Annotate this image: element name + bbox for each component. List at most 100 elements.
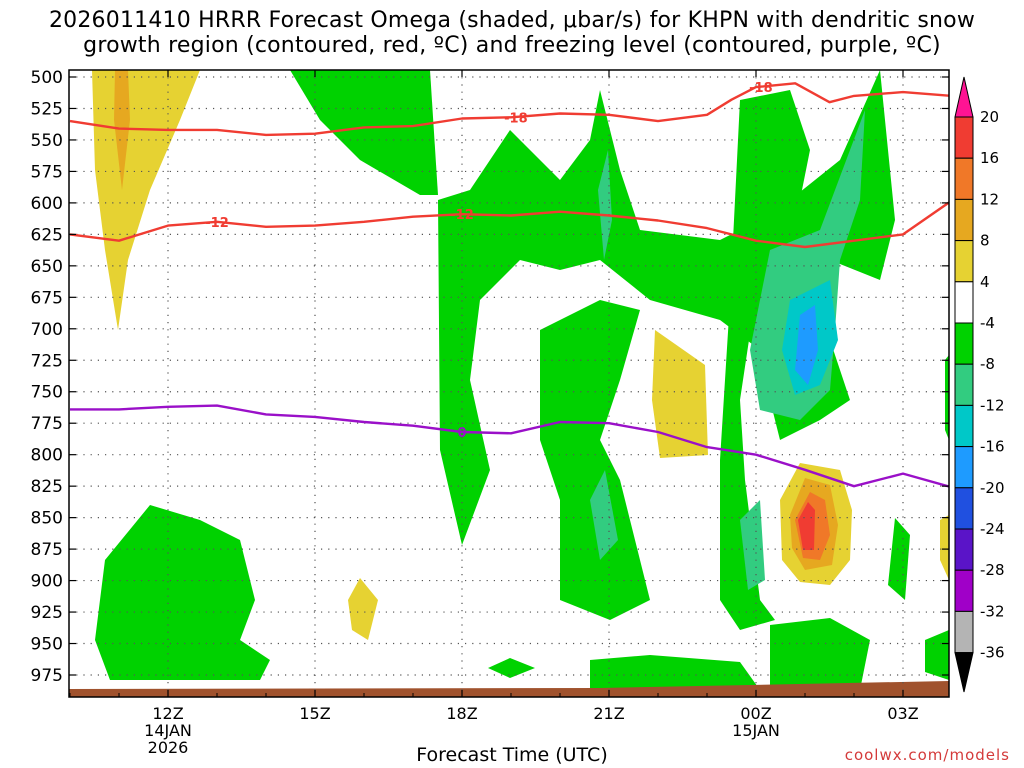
shade-green-b [438,70,895,545]
terrain-surface [69,681,949,697]
colorbar-label-10: -24 [980,520,1005,538]
plot-frame [68,69,950,698]
colorbar-label-7: -12 [980,396,1005,414]
shade-green-d [720,90,810,630]
colorbar-top-arrow [954,76,974,118]
y-tick-label-775: 775 [31,414,63,434]
shade-green-a [290,70,438,195]
colorbar-label-12: -32 [980,602,1005,620]
contour-labels: -18 -18 -12 -12 0 [205,81,773,441]
contour-label-dgz-minus18-0: -18 [504,111,528,126]
x-tick-label-4: 00Z [740,704,771,723]
y-axis: 500 525 550 575 600 625 650 675 700 725 750 775 800 8… [31,68,949,686]
y-tick-label-575: 575 [31,162,63,182]
x-tick-label-0: 12Z [152,704,183,723]
colorbar-label-6: -8 [980,355,995,373]
y-tick-label-550: 550 [31,131,63,151]
contour-freezing-level [70,404,949,488]
colorbar-band-3 [954,240,974,283]
y-tick-label-675: 675 [31,288,63,308]
y-tick-label-700: 700 [31,320,63,340]
colorbar-band-9 [954,487,974,530]
shade-teal-21z-low [590,470,618,560]
contour-dgz-minus18 [69,82,949,137]
y-tick-label-900: 900 [31,572,63,592]
colorbar-band-11 [954,569,974,612]
colorbar-band-10 [954,528,974,571]
x-tick-date-0: 14JAN [144,721,192,740]
shade-yellow-16z [348,578,378,640]
shade-blue-core [795,305,818,385]
shade-yellow-edge [940,515,949,580]
shade-green-f [95,505,270,680]
y-tick-label-975: 975 [31,666,63,686]
colorbar-band-1 [954,157,974,200]
colorbar-label-8: -16 [980,438,1005,456]
shade-teal-21z [598,150,612,260]
y-tick-label-875: 875 [31,540,63,560]
colorbar-band-0 [954,116,974,159]
shade-orange-plume [114,70,130,190]
colorbar-label-3: 8 [980,232,990,250]
omega-shading [69,70,949,697]
y-tick-label-800: 800 [31,446,63,466]
y-tick-label-825: 825 [31,477,63,497]
colorbar: 20 16 12 8 4 -4 -8 -12 -16 -20 -24 -28 -32 -36 [954,76,1005,693]
colorbar-band-8 [954,446,974,489]
x-tick-label-5: 03Z [887,704,918,723]
x-tick-label-1: 15Z [299,704,330,723]
y-tick-label-725: 725 [31,351,63,371]
colorbar-band-5 [954,322,974,365]
shade-teal-core [750,110,865,420]
y-tick-label-925: 925 [31,603,63,623]
colorbar-band-2 [954,198,974,242]
colorbar-label-2: 12 [980,190,999,208]
contour-label-dgz-minus18-1: -18 [749,81,773,96]
colorbar-label-1: 16 [980,149,999,167]
shade-teal-00z [740,500,765,590]
y-tick-label-600: 600 [31,194,63,214]
x-tick-label-3: 21Z [593,704,624,723]
contour-label-freezing-level-0: 0 [457,426,466,441]
y-tick-label-525: 525 [31,99,63,119]
shade-green-c [540,300,650,620]
colorbar-label-13: -36 [980,644,1005,662]
colorbar-bottom-arrow [954,652,974,693]
shade-yellow-plume [92,70,200,330]
gridlines [69,70,949,697]
y-tick-label-750: 750 [31,383,63,403]
shade-green-h [770,618,870,690]
y-tick-label-850: 850 [31,509,63,529]
colorbar-label-0: 20 [980,108,999,126]
y-tick-label-500: 500 [31,68,63,88]
contour-dgz-minus12 [69,201,949,249]
colorbar-band-4 [954,281,974,324]
x-tick-label-2: 18Z [446,704,477,723]
colorbar-band-7 [954,404,974,448]
shade-green-i [888,518,910,600]
contour-label-dgz-minus12-0: -12 [205,216,229,231]
y-tick-label-950: 950 [31,635,63,655]
y-tick-label-650: 650 [31,257,63,277]
contour-label-dgz-minus12-1: -12 [450,208,474,223]
colorbar-label-11: -28 [980,561,1005,579]
shade-green-l [488,658,535,678]
shade-green-j [925,630,949,680]
x-tick-date-4: 15JAN [732,721,780,740]
colorbar-label-5: -4 [980,314,995,332]
shade-red-blob [798,502,815,550]
shade-green-k [945,355,949,440]
chart-title-line1: 2026011410 HRRR Forecast Omega (shaded, … [48,8,976,33]
x-axis-label: Forecast Time (UTC) [416,744,608,766]
y-tick-label-625: 625 [31,225,63,245]
colorbar-label-9: -20 [980,479,1005,497]
shade-green-g [590,655,760,690]
colorbar-band-12 [954,610,974,654]
x-tick-year-0: 2026 [148,738,189,757]
contour-lines [69,82,949,488]
shade-yellow-22z [652,330,708,458]
chart-title-line2: growth region (contoured, red, ºC) and f… [83,33,941,58]
colorbar-label-4: 4 [980,273,990,291]
